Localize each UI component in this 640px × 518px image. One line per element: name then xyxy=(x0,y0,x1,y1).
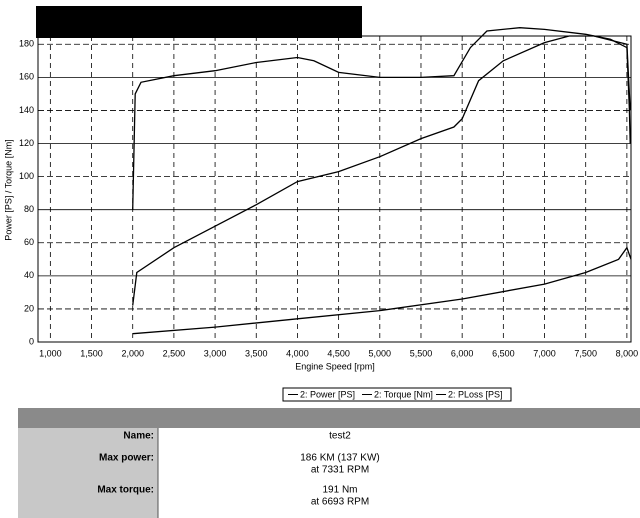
x-tick-label: 3,000 xyxy=(204,348,227,358)
row-label: Name: xyxy=(123,431,154,442)
y-tick-label: 60 xyxy=(24,237,34,247)
x-axis-label: Engine Speed [rpm] xyxy=(295,361,375,371)
x-tick-label: 1,500 xyxy=(80,348,103,358)
x-tick-label: 5,000 xyxy=(369,348,392,358)
x-tick-label: 2,500 xyxy=(163,348,186,358)
series-line xyxy=(132,246,632,335)
y-tick-label: 0 xyxy=(29,336,34,346)
row-value: at 6693 RPM xyxy=(311,497,369,508)
x-tick-label: 1,000 xyxy=(39,348,62,358)
y-tick-label: 140 xyxy=(19,105,34,115)
legend-label: 2: Power [PS] xyxy=(300,389,355,399)
row-value: 186 KM (137 KW) xyxy=(300,453,379,464)
y-tick-label: 100 xyxy=(19,171,34,181)
x-tick-label: 5,500 xyxy=(410,348,433,358)
x-tick-label: 7,000 xyxy=(533,348,556,358)
series-line xyxy=(132,35,631,306)
row-value: 191 Nm xyxy=(322,485,357,496)
x-tick-label: 4,500 xyxy=(327,348,350,358)
x-tick-label: 2,000 xyxy=(121,348,144,358)
y-tick-label: 120 xyxy=(19,138,34,148)
x-tick-label: 3,500 xyxy=(245,348,268,358)
row-value: test2 xyxy=(329,431,351,442)
plot-frame xyxy=(37,35,632,343)
y-axis-label: Power [PS] / Torque [Nm] xyxy=(3,139,13,240)
row-label: Max power: xyxy=(99,453,154,464)
x-tick-label: 6,500 xyxy=(492,348,515,358)
x-tick-label: 4,000 xyxy=(286,348,309,358)
x-tick-label: 7,500 xyxy=(574,348,597,358)
y-tick-label: 20 xyxy=(24,303,34,313)
row-label: Max torque: xyxy=(97,485,154,496)
y-tick-label: 160 xyxy=(19,72,34,82)
y-tick-label: 40 xyxy=(24,270,34,280)
y-tick-label: 80 xyxy=(24,204,34,214)
redaction xyxy=(36,6,362,38)
table-label-column xyxy=(18,428,158,518)
legend-box xyxy=(282,387,512,402)
y-tick-label: 180 xyxy=(19,39,34,49)
series-line xyxy=(132,27,631,210)
legend-label: 2: PLoss [PS] xyxy=(448,389,503,399)
table-header xyxy=(18,408,640,428)
legend-label: 2: Torque [Nm] xyxy=(374,389,433,399)
x-tick-label: 6,000 xyxy=(451,348,474,358)
row-value: at 7331 RPM xyxy=(311,465,369,476)
x-tick-label: 8,000 xyxy=(616,348,639,358)
